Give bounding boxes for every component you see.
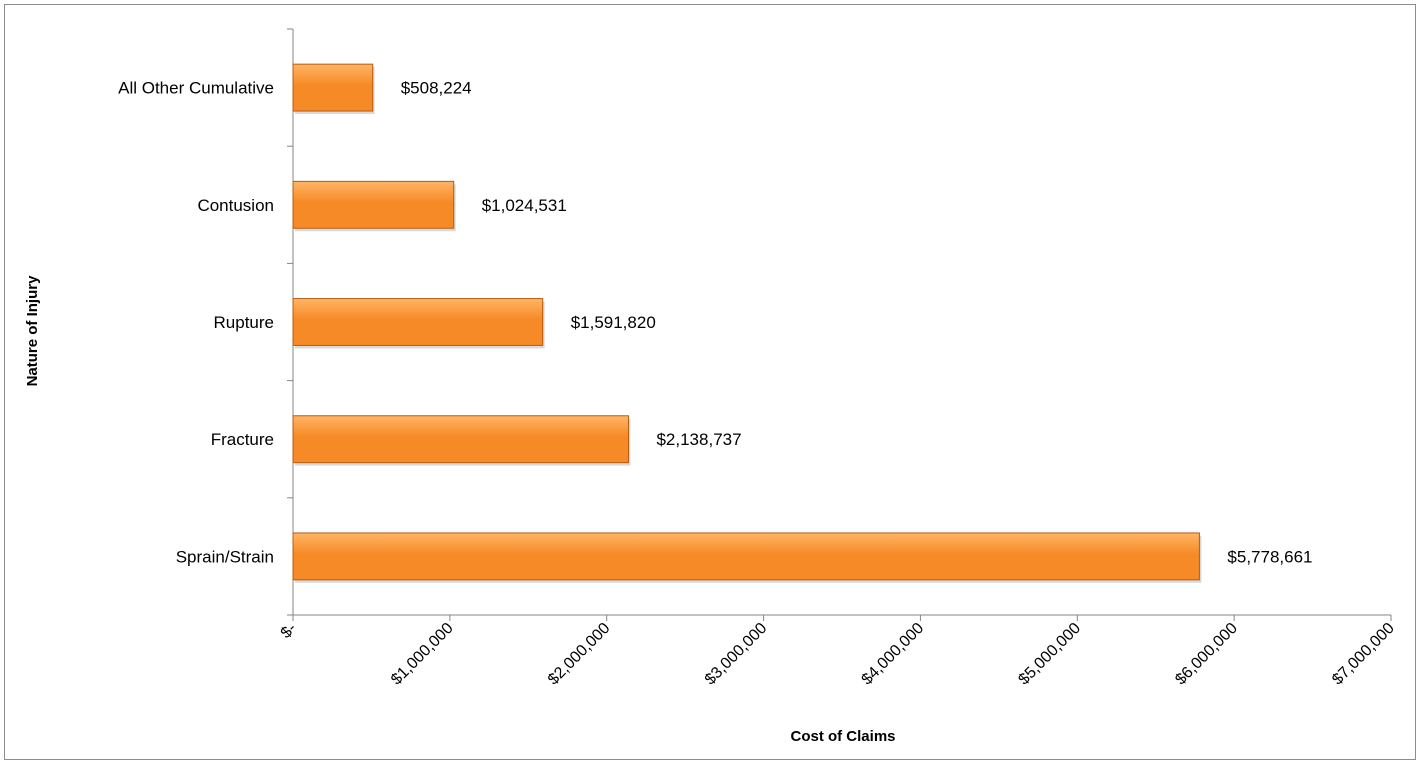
chart-frame [4,4,1416,760]
x-tick-label: $1,000,000 [388,620,457,689]
data-label: $1,591,820 [571,313,656,332]
data-label: $5,778,661 [1227,547,1312,566]
x-tick-label: $7,000,000 [1329,620,1398,689]
x-axis-title: Cost of Claims [790,728,895,745]
category-label: Rupture [214,313,274,332]
x-tick-label: $5,000,000 [1015,620,1084,689]
bar [292,415,629,464]
bar [292,180,455,229]
x-tick-label: $- [278,620,300,642]
x-tick-label: $2,000,000 [545,620,614,689]
bar [292,63,374,112]
data-label: $2,138,737 [656,430,741,449]
category-label: All Other Cumulative [118,79,274,98]
data-label: $508,224 [401,79,472,98]
category-label: Sprain/Strain [176,547,274,566]
y-axis-title: Nature of Injury [24,275,41,387]
labels: $- $1,000,000 $2,000,000 $3,000,000 $4,000,0… [118,79,1398,689]
x-tick-label: $4,000,000 [859,620,928,689]
bar [292,298,544,346]
data-label: $1,024,531 [482,196,567,215]
bars [292,63,1202,583]
category-label: Fracture [211,430,274,449]
x-tick-label: $3,000,000 [702,620,771,689]
bar [292,532,1200,581]
category-label: Contusion [197,196,274,215]
x-tick-label: $6,000,000 [1172,620,1241,689]
